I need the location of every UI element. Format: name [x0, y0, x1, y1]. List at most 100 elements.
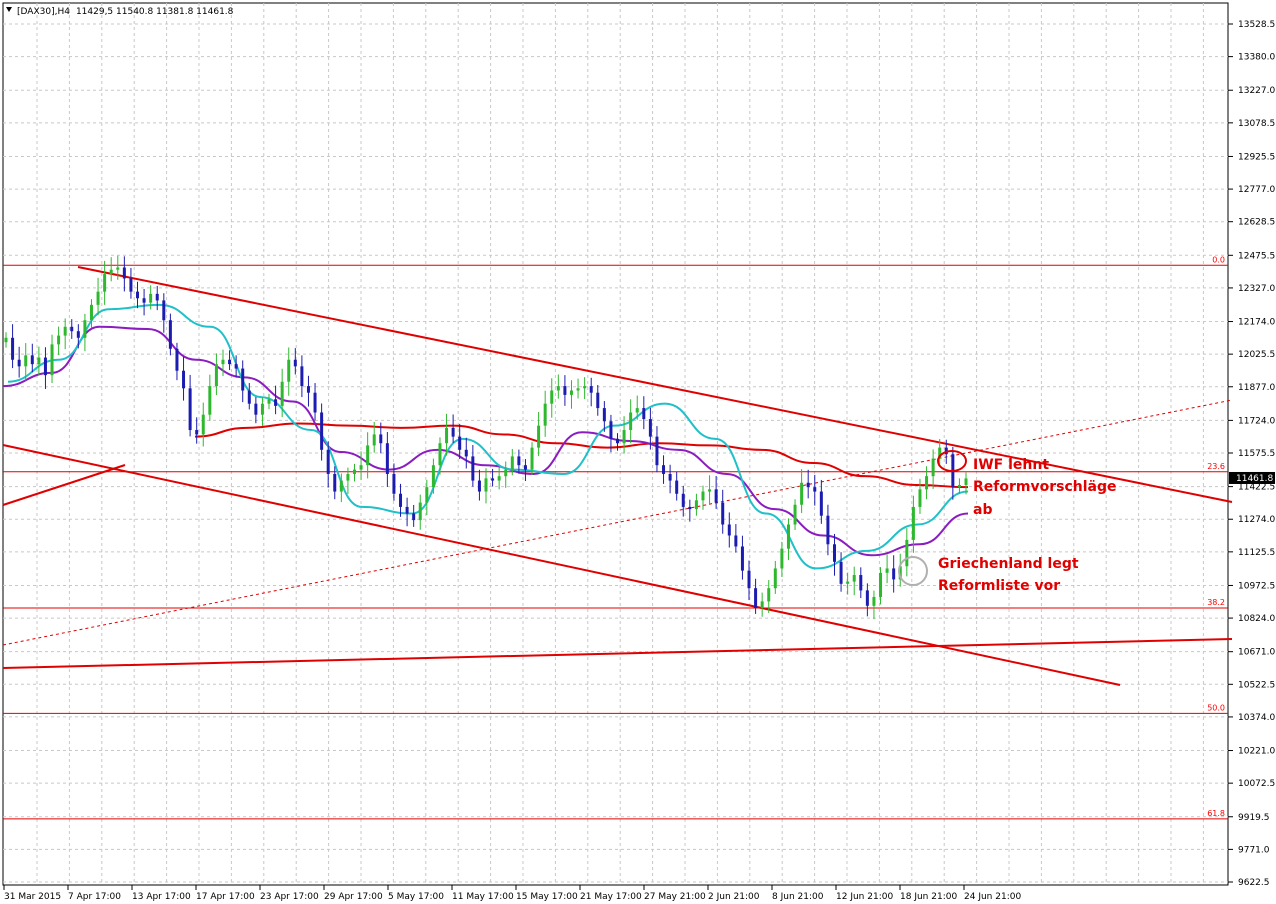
candle-body	[149, 293, 153, 303]
candle-body	[287, 359, 291, 382]
quote-values: 11429,5 11540.8 11381.8 11461.8	[76, 7, 234, 17]
candle-body	[96, 291, 100, 305]
candle-body	[484, 478, 488, 492]
candle-body	[399, 493, 403, 507]
y-tick-label: 11877.0	[1238, 383, 1275, 393]
candle-body	[832, 544, 836, 562]
chart-header: [DAX30],H4 11429,5 11540.8 11381.8 11461.…	[6, 7, 234, 17]
y-tick-label: 9622.5	[1238, 878, 1270, 888]
candle-body	[957, 484, 961, 488]
candle-body	[826, 515, 830, 545]
candle-body	[254, 403, 258, 415]
candle-body	[523, 465, 527, 470]
annotation-text: Reformliste vor	[938, 578, 1060, 594]
candle-body	[267, 399, 271, 404]
candle-body	[366, 445, 370, 466]
candle-body	[162, 300, 166, 321]
candle-body	[589, 386, 593, 393]
y-tick-label: 10374.0	[1238, 713, 1275, 723]
header-bracket-close: ],	[51, 7, 57, 17]
candle-body	[747, 570, 751, 589]
candle-body	[583, 386, 587, 389]
x-tick-label: 31 Mar 2015	[4, 892, 61, 902]
candle-body	[175, 348, 179, 371]
candle-body	[931, 458, 935, 477]
fib-label: 38.2	[1207, 598, 1225, 607]
candle-body	[675, 480, 679, 494]
dropdown-triangle-icon[interactable]	[6, 7, 12, 12]
candle-body	[938, 447, 942, 459]
candle-body	[425, 487, 429, 503]
candle-body	[773, 568, 777, 589]
candle-body	[504, 469, 508, 477]
candle-body	[694, 500, 698, 510]
candle-body	[182, 370, 186, 389]
x-tick-label: 21 May 17:00	[580, 892, 642, 902]
candle-body	[293, 359, 297, 367]
candle-body	[43, 357, 47, 376]
candle-body	[892, 568, 896, 580]
candle-body	[431, 465, 435, 488]
candle-body	[543, 403, 547, 426]
candle-body	[727, 524, 731, 536]
candle-body	[241, 368, 245, 391]
candle-body	[721, 502, 725, 525]
x-tick-label: 18 Jun 21:00	[900, 892, 957, 902]
candle-body	[30, 355, 34, 365]
symbol-label: DAX30	[21, 7, 52, 17]
candle-body	[629, 412, 633, 431]
candle-body	[576, 388, 580, 391]
candle-body	[221, 359, 225, 365]
candle-body	[740, 546, 744, 571]
candle-body	[622, 430, 626, 444]
y-tick-label: 12628.5	[1238, 218, 1275, 228]
grid	[3, 3, 1228, 885]
y-tick-label: 10522.5	[1238, 680, 1275, 690]
y-tick-label: 12174.0	[1238, 318, 1275, 328]
y-tick-label: 11422.5	[1238, 483, 1275, 493]
y-tick-label: 13078.5	[1238, 119, 1275, 129]
y-tick-label: 9919.5	[1238, 813, 1270, 823]
candle-body	[89, 304, 93, 321]
timeframe-label: H4	[57, 7, 70, 17]
x-tick-label: 7 Apr 17:00	[68, 892, 121, 902]
candle-body	[734, 535, 738, 547]
event-circle-greece	[898, 556, 928, 586]
candle-body	[609, 421, 613, 439]
candle-body	[379, 434, 383, 444]
y-tick-label: 10824.0	[1238, 614, 1275, 624]
candle-body	[274, 399, 278, 406]
candle-body	[688, 506, 692, 510]
x-tick-label: 15 May 17:00	[516, 892, 578, 902]
candle-body	[911, 506, 915, 540]
candle-body	[642, 408, 646, 420]
candle-body	[385, 443, 389, 474]
candle-body	[109, 269, 113, 275]
candle-body	[320, 412, 324, 450]
y-tick-label: 9771.0	[1238, 845, 1270, 855]
candle-body	[668, 473, 672, 481]
candle-body	[905, 539, 909, 567]
candle-body	[326, 449, 330, 474]
y-tick-label: 13227.0	[1238, 86, 1275, 96]
y-tick-label: 11724.0	[1238, 416, 1275, 426]
candle-body	[122, 267, 126, 279]
y-tick-label: 10221.0	[1238, 747, 1275, 757]
y-axis: 13528.5 13380.0 13227.0 13078.5 12925.5 12777…	[1228, 20, 1275, 888]
y-tick-label: 13380.0	[1238, 53, 1275, 63]
candle-body	[418, 502, 422, 521]
fib-label: 0.0	[1212, 255, 1225, 264]
symbol-info: [DAX30],H4 11429,5 11540.8 11381.8 11461.…	[17, 7, 234, 17]
candle-body	[491, 478, 495, 481]
candle-body	[655, 436, 659, 466]
event-circle-iwf	[937, 450, 967, 472]
candle-body	[635, 408, 639, 413]
moving-averages	[2, 303, 969, 570]
candle-body	[280, 381, 284, 406]
candle-body	[4, 337, 8, 343]
y-tick-label: 13528.5	[1238, 20, 1275, 30]
ema-fast-line	[7, 303, 969, 570]
current-price-label: 11461.8	[1236, 474, 1273, 484]
candle-body	[83, 320, 87, 338]
